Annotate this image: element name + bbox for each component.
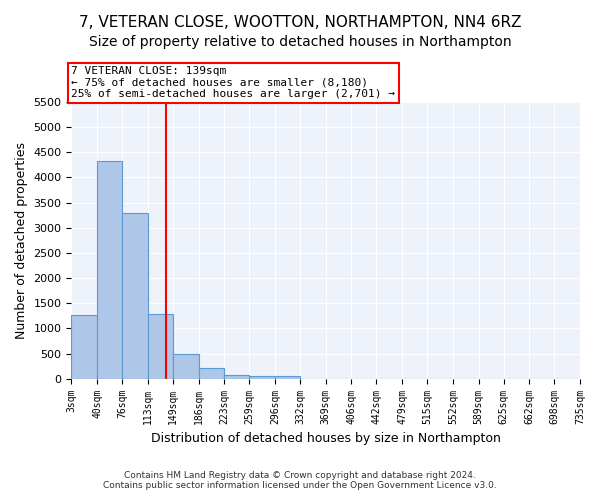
Bar	[224, 374, 249, 378]
Text: Contains HM Land Registry data © Crown copyright and database right 2024.
Contai: Contains HM Land Registry data © Crown c…	[103, 470, 497, 490]
Text: 7, VETERAN CLOSE, WOOTTON, NORTHAMPTON, NN4 6RZ: 7, VETERAN CLOSE, WOOTTON, NORTHAMPTON, …	[79, 15, 521, 30]
Bar	[97, 161, 122, 378]
Bar	[71, 316, 97, 378]
Bar	[122, 212, 148, 378]
Text: 7 VETERAN CLOSE: 139sqm
← 75% of detached houses are smaller (8,180)
25% of semi: 7 VETERAN CLOSE: 139sqm ← 75% of detache…	[71, 66, 395, 100]
X-axis label: Distribution of detached houses by size in Northampton: Distribution of detached houses by size …	[151, 432, 500, 445]
Bar	[249, 376, 275, 378]
Text: Size of property relative to detached houses in Northampton: Size of property relative to detached ho…	[89, 35, 511, 49]
Bar	[199, 368, 224, 378]
Y-axis label: Number of detached properties: Number of detached properties	[15, 142, 28, 339]
Bar	[275, 376, 300, 378]
Bar	[148, 314, 173, 378]
Bar	[173, 354, 199, 378]
